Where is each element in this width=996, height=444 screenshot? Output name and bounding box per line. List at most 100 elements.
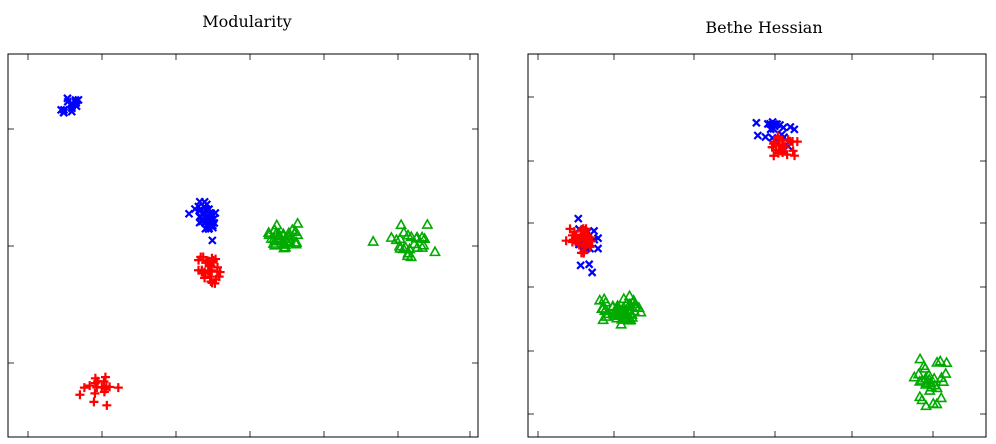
modularity-plot xyxy=(7,53,479,438)
x-point xyxy=(195,205,204,215)
triangle-point xyxy=(940,356,953,368)
plus-point xyxy=(197,265,207,275)
triangle-point xyxy=(919,371,932,383)
triangle-point xyxy=(399,240,412,252)
plus-point xyxy=(771,145,781,155)
triangle-point xyxy=(395,218,408,230)
triangle-point xyxy=(385,231,398,242)
x-point xyxy=(779,123,788,132)
triangle-point xyxy=(403,242,416,254)
plus-point xyxy=(576,231,586,241)
x-point xyxy=(593,244,603,253)
x-point xyxy=(211,208,220,218)
triangle-point xyxy=(935,391,948,403)
triangle-point xyxy=(401,249,414,261)
triangle-point xyxy=(914,352,927,364)
x-point xyxy=(587,268,597,277)
x-point xyxy=(59,108,68,117)
plot-frame xyxy=(527,53,987,438)
triangle-point xyxy=(611,302,624,313)
plus-point xyxy=(198,252,208,262)
triangle-point xyxy=(429,245,441,257)
triangle-point xyxy=(615,313,628,324)
plus-point xyxy=(205,272,215,282)
plus-point xyxy=(211,274,221,284)
plus-point xyxy=(79,383,89,393)
x-point xyxy=(752,118,761,128)
triangle-point xyxy=(397,226,410,237)
triangle-point xyxy=(289,225,302,236)
plus-point xyxy=(582,237,592,247)
triangle-point xyxy=(405,230,418,242)
plus-point xyxy=(212,262,222,272)
triangle-point xyxy=(916,393,929,405)
plus-point xyxy=(85,381,95,391)
triangle-point xyxy=(367,235,380,246)
plus-point xyxy=(102,400,112,410)
chart-title-modularity: Modularity xyxy=(202,12,291,31)
triangle-point xyxy=(408,237,421,249)
plus-point xyxy=(100,372,110,382)
plus-point xyxy=(579,247,589,257)
plus-point xyxy=(769,151,779,161)
triangle-point xyxy=(928,372,941,383)
triangle-point xyxy=(634,305,647,317)
triangle-point xyxy=(917,359,930,371)
triangle-point xyxy=(289,236,302,247)
x-point xyxy=(786,122,795,132)
triangle-point xyxy=(267,237,280,248)
x-point xyxy=(753,131,763,140)
x-point xyxy=(201,217,211,227)
triangle-point xyxy=(931,381,944,393)
triangle-point xyxy=(908,370,921,382)
triangle-point xyxy=(927,397,940,408)
x-point xyxy=(184,209,194,219)
plus-point xyxy=(205,261,215,271)
x-point xyxy=(66,100,75,109)
plus-point xyxy=(584,239,594,249)
triangle-point xyxy=(920,399,933,411)
triangle-point xyxy=(611,305,624,316)
x-point xyxy=(584,260,594,269)
x-point xyxy=(576,261,585,270)
plus-point xyxy=(773,133,783,143)
x-point xyxy=(208,236,217,245)
triangle-point xyxy=(277,229,290,241)
plus-point xyxy=(775,140,785,150)
plus-point xyxy=(89,397,99,407)
x-point xyxy=(67,107,77,116)
x-point xyxy=(204,224,213,234)
plus-point xyxy=(113,383,123,393)
plus-point xyxy=(99,387,109,397)
plus-point xyxy=(782,150,792,160)
triangle-point xyxy=(411,230,424,242)
triangle-point xyxy=(291,217,304,228)
triangle-point xyxy=(916,374,929,385)
x-point xyxy=(768,117,777,127)
triangle-point xyxy=(268,223,281,234)
plus-point xyxy=(194,255,204,265)
triangle-point xyxy=(931,356,943,367)
triangle-point xyxy=(602,307,615,319)
x-point xyxy=(769,124,778,134)
triangle-point xyxy=(610,311,623,323)
triangle-point xyxy=(937,375,950,387)
plus-point xyxy=(792,137,802,147)
triangle-point xyxy=(629,297,642,309)
plus-point xyxy=(90,388,100,398)
triangle-point xyxy=(923,384,936,395)
x-point xyxy=(790,125,799,134)
plot-frame xyxy=(7,53,479,438)
triangle-point xyxy=(613,304,626,316)
plus-point xyxy=(569,227,579,237)
plus-point xyxy=(571,235,581,245)
plus-point xyxy=(105,382,115,392)
bethe-hessian-plot xyxy=(527,53,987,438)
plus-point xyxy=(93,376,103,386)
plus-point xyxy=(75,390,85,400)
x-point xyxy=(74,95,83,105)
triangle-point xyxy=(421,218,434,229)
triangle-point xyxy=(417,239,430,250)
triangle-point xyxy=(394,232,407,244)
